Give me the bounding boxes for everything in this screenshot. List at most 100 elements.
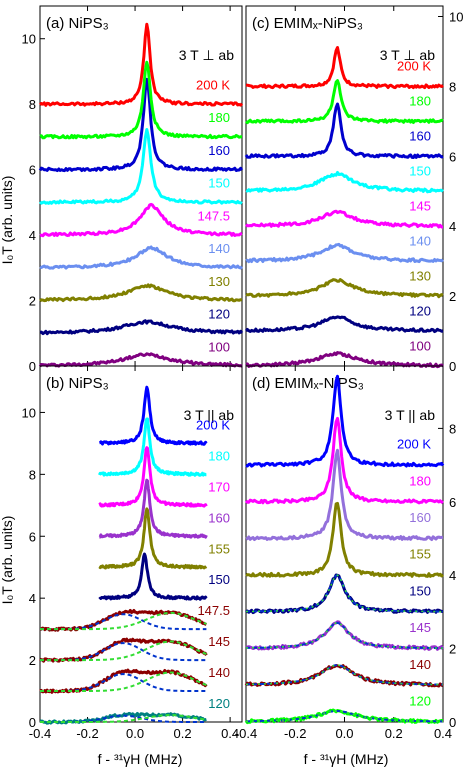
temperature-label: 200 K [196,77,230,92]
y-tick-label: 6 [29,163,36,178]
series-line [98,385,208,446]
y-tick-label: 2 [449,642,456,657]
fit-component-2 [246,664,443,686]
fit-component-1 [40,613,207,631]
series-line [39,202,243,238]
temperature-label: 155 [409,547,431,562]
temperature-label: 180 [208,448,230,463]
field-label: 3 T ⊥ ab [179,47,234,63]
temperature-label: 120 [208,307,230,322]
y-tick-label: 8 [449,79,456,94]
series-line [98,417,208,477]
fit-component-1 [40,642,207,662]
y-tick-label: 0 [449,715,456,730]
temperature-label: 160 [409,129,431,144]
y-tick-label: 10 [449,9,463,24]
temperature-label: 155 [208,541,230,556]
temperature-label: 170 [208,479,230,494]
y-tick-label: 10 [22,32,36,47]
temperature-label: 147.5 [197,603,230,618]
x-axis-label-right: f - ³¹γH (MHz) [304,751,389,767]
field-label: 3 T ⊥ ab [380,47,435,63]
x-tick-label: -0.2 [284,726,306,741]
panel-title: (d) EMIMₓ-NiPS₃ [252,375,364,392]
field-label: 3 T || ab [385,407,436,423]
panel-title: (a) NiPS₃ [46,15,109,32]
x-tick-label: 0.0 [335,726,353,741]
series-line [39,319,244,336]
temperature-label: 145 [409,620,431,635]
y-tick-label: 6 [449,495,456,510]
y-tick-label: 6 [449,149,456,164]
temperature-label: 200 K [196,417,230,432]
y-axis-label-bottom: I₀T (arb. units) [0,516,15,605]
y-tick-label: 0 [449,359,456,374]
series-line [244,209,444,229]
x-tick-label: -0.4 [235,726,257,741]
y-tick-label: 0 [29,359,36,374]
series-line [38,352,243,368]
temperature-label: 200 K [397,59,431,74]
y-tick-label: 4 [449,568,456,583]
x-tick-label: 0.0 [126,726,144,741]
temperature-label: 120 [409,303,431,318]
series-line [38,22,244,107]
temperature-label: 100 [208,339,230,354]
fit-component-2 [40,671,207,692]
series-line [244,315,444,334]
y-axis-label-top: I₀T (arb. units) [0,176,15,265]
fit-component-1 [246,621,443,650]
panel-title: (b) NiPS₃ [46,375,109,392]
series-line [98,478,208,539]
y-tick-label: 4 [29,591,36,606]
temperature-label: 160 [208,510,230,525]
x-tick-label: -0.4 [29,726,51,741]
temperature-label: 140 [409,233,431,248]
panel-title: (c) EMIMₓ-NiPS₃ [252,15,363,32]
series-line [245,278,444,299]
series-line [244,102,444,159]
y-tick-label: 2 [29,294,36,309]
temperature-label: 150 [208,572,230,587]
series-line [38,77,244,173]
series-line [245,46,444,90]
y-tick-label: 10 [22,405,36,420]
temperature-label: 180 [208,110,230,125]
series-line [39,245,244,270]
series-line [245,171,444,194]
y-tick-label: 0 [29,715,36,730]
y-tick-label: 8 [29,97,36,112]
y-tick-label: 4 [449,219,456,234]
x-tick-label: 0.2 [174,726,192,741]
temperature-label: 160 [409,510,431,525]
panel-frame [39,365,243,723]
fit-component-2 [40,640,207,662]
series-line [38,128,243,205]
temperature-label: 100 [409,338,431,353]
x-tick-label: -0.2 [76,726,98,741]
panel-c: 0 2 4 6 8 10 (c) EMIMₓ-NiPS₃ 3 T ⊥ ab 100 120 130 1… [244,5,463,374]
temperature-label: 150 [208,176,230,191]
panel-a: 0 2 4 6 8 10 (a) NiPS₃ 3 T ⊥ ab 100 120 130 140 147.… [22,5,244,374]
temperature-label: 150 [409,583,431,598]
x-tick-label: 0.4 [434,726,452,741]
y-tick-label: 8 [449,421,456,436]
series-line [245,79,444,125]
temperature-label: 140 [208,665,230,680]
series-line [244,416,444,505]
series-line [244,708,444,725]
temperature-label: 160 [208,143,230,158]
series-line [98,552,208,601]
temperature-label: 145 [208,634,230,649]
fit-component-2 [40,611,207,631]
temperature-label: 140 [409,657,431,672]
temperature-label: 140 [208,241,230,256]
temperature-label: 150 [409,164,431,179]
temperature-label: 120 [409,693,431,708]
fit-component-1 [246,664,443,686]
series-line [245,351,444,369]
temperature-label: 200 K [397,437,431,452]
series-line [39,711,207,725]
x-tick-label: 0.4 [221,726,239,741]
